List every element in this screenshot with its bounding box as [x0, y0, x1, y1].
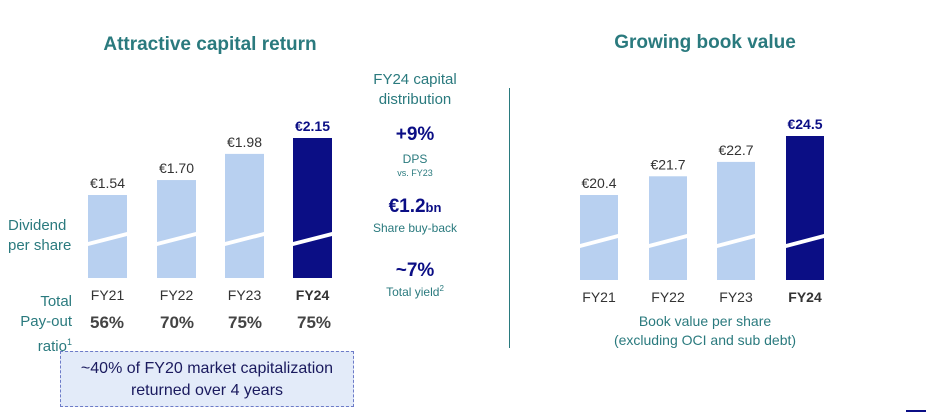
distribution-header-line2: distribution — [378, 91, 452, 108]
dividend-axis-break-fy22 — [157, 232, 196, 246]
book-value-value-label-fy23: €22.7 — [718, 142, 753, 158]
capitalization-callout: ~40% of FY20 market capitalization retur… — [60, 351, 354, 407]
dividend-value-label-fy22: €1.70 — [159, 160, 194, 176]
payout-value-fy24: 75% — [296, 313, 332, 332]
book-value-value-label-fy22: €21.7 — [650, 156, 685, 172]
book-value-category-label-fy23: FY23 — [719, 289, 753, 305]
book-value-axis-break-fy21 — [580, 234, 618, 248]
dividend-row-label-line2: per share — [8, 237, 72, 254]
buyback-unit: bn — [425, 200, 442, 215]
book-value-caption: Book value per share (excluding OCI and … — [570, 312, 840, 350]
book-value-axis-break-fy24 — [786, 234, 824, 248]
dividend-bar-fy24 — [293, 138, 332, 278]
book-value-axis-break-fy23 — [717, 234, 755, 248]
dividend-bar-fy22 — [157, 180, 196, 278]
dividend-value-label-fy21: €1.54 — [90, 175, 125, 191]
book-value-bar-fy24 — [786, 136, 824, 280]
right-chart-title: Growing book value — [614, 32, 796, 53]
book-value-caption-line2: (excluding OCI and sub debt) — [613, 332, 797, 348]
callout-line2: returned over 4 years — [130, 382, 284, 399]
left-chart-title: Attractive capital return — [103, 34, 317, 55]
book-value-value-label-fy24: €24.5 — [787, 116, 822, 132]
distribution-header-line1: FY24 capital — [373, 71, 457, 88]
book-value-value-label-fy21: €20.4 — [581, 175, 616, 191]
total-yield-value: ~7% — [395, 260, 435, 281]
dividend-row-label: Dividend per share — [8, 216, 71, 256]
payout-value-fy21: 56% — [89, 313, 125, 332]
dividend-category-label-fy24: FY24 — [296, 287, 330, 303]
total-yield-label: Total yield2 — [386, 284, 444, 299]
book-value-bar-fy23 — [717, 161, 755, 280]
payout-row-label-line1: Total — [40, 293, 72, 310]
book-value-category-label-fy24: FY24 — [788, 289, 822, 305]
buyback-value: €1.2bn — [355, 196, 475, 218]
dividend-row-label-line1: Dividend — [8, 217, 67, 234]
dividend-category-label-fy21: FY21 — [91, 287, 125, 303]
dividend-category-label-fy22: FY22 — [160, 287, 194, 303]
payout-value-fy22: 70% — [159, 313, 195, 332]
payout-row-label-line2: Pay-out — [20, 313, 72, 330]
page-corner-mark — [906, 410, 926, 412]
dividend-axis-break-fy24 — [293, 232, 332, 246]
total-yield-footnote: 2 — [439, 284, 444, 293]
dps-label: DPS — [402, 152, 428, 166]
buyback-amount: €1.2 — [388, 196, 426, 217]
payout-values-row: 56% 70% 75% 75% — [72, 313, 352, 335]
book-value-axis-break-fy22 — [649, 234, 687, 248]
dividend-axis-break-fy23 — [225, 232, 264, 246]
book-value-bar-fy22 — [649, 176, 687, 280]
payout-footnote-marker: 1 — [66, 337, 72, 347]
buyback-label: Share buy-back — [372, 221, 458, 235]
payout-row-label: Total Pay-out ratio1 — [8, 292, 72, 357]
book-value-caption-line1: Book value per share — [638, 313, 772, 329]
dividend-value-label-fy23: €1.98 — [227, 134, 262, 150]
book-value-category-label-fy22: FY22 — [651, 289, 685, 305]
callout-line1: ~40% of FY20 market capitalization — [80, 360, 334, 377]
dps-sublabel: vs. FY23 — [397, 168, 433, 178]
payout-row-label-line3: ratio1 — [37, 337, 72, 355]
panel-divider — [509, 88, 510, 348]
dps-growth-value: +9% — [395, 124, 435, 145]
book-value-category-label-fy21: FY21 — [582, 289, 616, 305]
dividend-axis-break-fy21 — [88, 232, 127, 246]
distribution-header: FY24 capital distribution — [355, 70, 475, 110]
dividend-bar-fy23 — [225, 153, 264, 278]
dividend-value-label-fy24: €2.15 — [295, 118, 330, 134]
dividend-per-share-chart: €1.54 FY21 €1.70 FY22 €1.98 FY23 €2.15 FY24 — [88, 118, 332, 303]
payout-value-fy23: 75% — [227, 313, 263, 332]
dividend-category-label-fy23: FY23 — [228, 287, 262, 303]
book-value-chart: €20.4 FY21 €21.7 FY22 €22.7 FY23 €24.5 FY24 — [580, 116, 824, 305]
